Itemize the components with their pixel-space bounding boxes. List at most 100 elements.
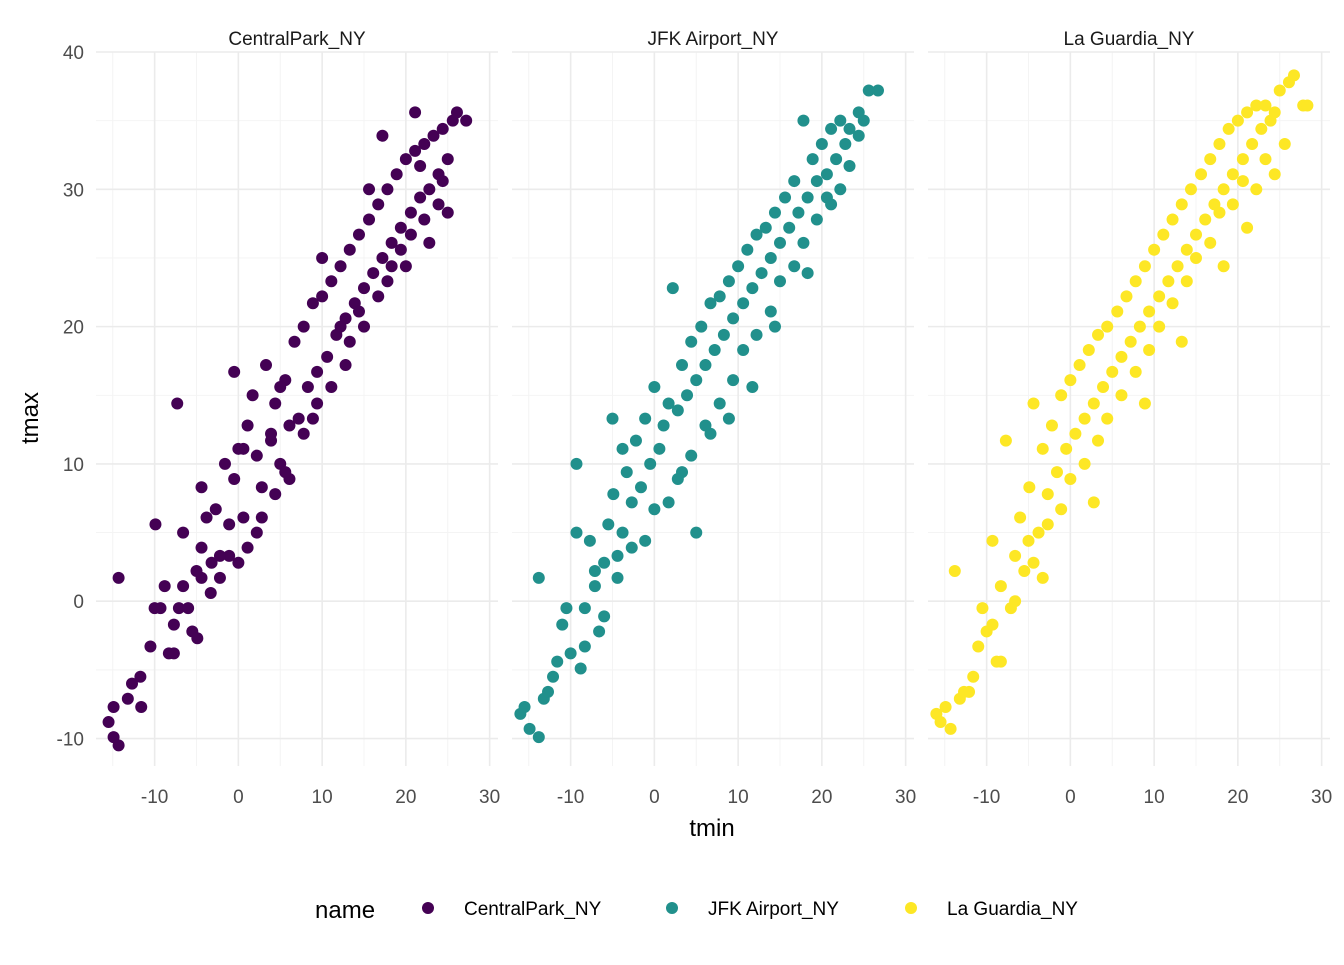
data-point [976,602,989,615]
data-point [551,655,564,668]
data-point [1138,397,1151,410]
data-point [1171,260,1184,273]
data-point [578,640,591,653]
data-point [158,580,171,593]
data-point [1055,503,1068,516]
data-point [994,580,1007,593]
data-point [213,571,226,584]
data-point [107,731,120,744]
data-point [825,122,838,135]
data-point [358,282,370,295]
data-point [1180,275,1193,288]
data-point [343,335,356,348]
data-point [695,320,708,333]
data-point [620,466,633,479]
data-point [297,320,310,333]
data-point [1143,305,1156,318]
data-point [363,183,376,196]
data-point [593,625,606,638]
y-tick-label: 0 [73,592,84,613]
data-point [986,618,999,631]
x-tick-label: 30 [1311,787,1332,808]
data-point [783,221,796,234]
legend: name CentralPark_NY JFK Airport_NY La Guar… [315,897,1078,924]
data-point [418,213,431,226]
y-tick-label: -10 [57,730,84,751]
data-point [1120,290,1133,303]
data-point [523,722,536,735]
data-point [690,374,703,387]
data-point [598,610,611,623]
data-point [699,359,712,372]
data-point [385,236,398,249]
data-point [409,144,422,157]
data-point [1217,183,1230,196]
x-tick-label: 10 [312,787,333,808]
data-point [399,153,412,166]
data-point [556,618,569,631]
data-point [542,685,555,698]
data-point [223,518,236,531]
data-point [209,503,222,516]
data-point [1111,305,1124,318]
data-point [810,175,823,188]
data-point [1162,275,1175,288]
data-point [713,397,726,410]
data-point [1226,168,1239,181]
data-point [399,260,412,273]
data-point [1092,434,1105,447]
data-point [648,381,661,394]
data-point [381,275,394,288]
data-point [606,412,619,425]
data-point [334,320,347,333]
data-point [149,518,162,531]
data-point [1143,343,1156,356]
data-point [1129,365,1142,378]
data-point [1036,571,1049,584]
y-axis-title: tmax [17,392,44,444]
data-point [1027,556,1040,569]
x-tick-label: 30 [895,787,916,808]
data-point [1124,335,1137,348]
data-point [372,290,385,303]
data-point [671,404,684,417]
data-point [598,556,611,569]
data-point [334,260,347,273]
data-point [1231,114,1244,127]
x-tick-label: 10 [728,787,749,808]
data-point [255,481,268,494]
data-point [414,191,427,204]
data-point [450,106,463,119]
x-axis-title: tmin [689,815,734,842]
data-point [560,602,573,615]
data-point [708,343,721,356]
data-point [167,618,180,631]
data-point [246,389,259,402]
data-point [616,442,629,455]
data-point [1268,168,1281,181]
data-point [135,700,148,713]
data-point [394,221,407,234]
data-point [834,114,847,127]
data-point [722,275,735,288]
data-point [1032,526,1045,539]
data-point [788,175,801,188]
data-point [1018,565,1031,578]
data-point [1050,466,1063,479]
data-point [1190,251,1202,264]
data-point [213,549,226,562]
data-point [653,442,666,455]
data-point [1092,328,1105,341]
data-point [574,662,587,675]
y-axis: -10 0 10 20 30 40 [57,43,84,751]
data-point [815,137,828,150]
data-point [177,526,190,539]
data-point [1064,374,1077,387]
data-point [625,496,638,509]
data-point [1036,442,1049,455]
data-point [727,312,740,325]
data-point [427,129,440,142]
data-point [394,243,407,256]
